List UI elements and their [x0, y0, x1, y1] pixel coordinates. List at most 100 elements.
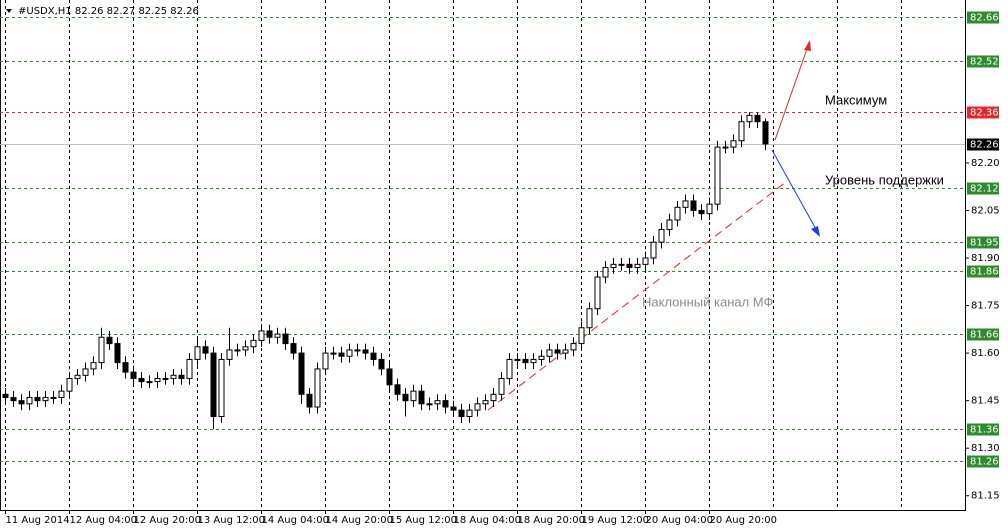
candle-body: [458, 409, 465, 417]
candle-body: [90, 362, 97, 370]
candle-body: [690, 200, 697, 211]
candle-body: [362, 349, 369, 354]
candle-body: [410, 390, 417, 402]
candle-body: [170, 374, 177, 379]
candle-body: [58, 390, 65, 398]
candle-body: [762, 121, 769, 145]
y-tick-label: 82.05: [971, 205, 1000, 216]
candle-body: [666, 219, 673, 230]
level-label: 82.66: [970, 13, 999, 24]
candle-body: [26, 396, 33, 405]
candle-body: [506, 358, 513, 379]
channel-line: [487, 181, 787, 411]
candle-body: [66, 377, 73, 392]
candle-body: [226, 349, 233, 360]
candle-body: [186, 358, 193, 379]
candle-body: [594, 276, 601, 310]
y-tick-label: 81.75: [971, 301, 1000, 312]
candle-body: [434, 400, 441, 405]
last-price-label: 82.26: [970, 140, 999, 151]
candle-body: [130, 371, 137, 379]
candle-body: [530, 358, 537, 364]
candle-body: [154, 377, 161, 383]
candle-body: [282, 333, 289, 345]
candle-body: [570, 343, 577, 351]
candle-body: [650, 241, 657, 259]
level-box: [967, 11, 999, 24]
candle-body: [250, 339, 257, 348]
candle-body: [722, 146, 729, 149]
channel-label: Наклонный канал МФ: [642, 294, 773, 309]
up-arrow: [774, 45, 809, 141]
level-box: [967, 455, 999, 468]
candle-body: [274, 333, 281, 338]
candle-body: [466, 409, 473, 417]
max-level-label: 82.36: [970, 108, 999, 119]
y-tick-label: 81.15: [971, 491, 1000, 502]
candle-body: [202, 346, 209, 354]
level-label: 81.36: [970, 425, 999, 436]
candle-body: [330, 352, 337, 355]
x-tick-label: 14 Aug 04:00: [262, 515, 329, 526]
down-arrow: [771, 149, 818, 232]
candle-body: [210, 352, 217, 417]
candle-body: [146, 381, 153, 384]
candle-body: [370, 352, 377, 360]
candle-body: [578, 327, 585, 345]
candle-body: [218, 358, 225, 417]
candle-body: [386, 368, 393, 386]
candle-body: [178, 374, 185, 379]
y-tick-label: 81.30: [971, 443, 1000, 454]
candle-body: [474, 403, 481, 411]
y-tick-label: 81.90: [971, 253, 1000, 264]
candle-body: [450, 406, 457, 411]
last-price-box: [967, 138, 999, 151]
candle-body: [298, 352, 305, 395]
candle-body: [34, 396, 41, 402]
candle-body: [266, 330, 273, 338]
candle-body: [554, 349, 561, 354]
candle-body: [610, 263, 617, 269]
candle-body: [290, 343, 297, 354]
symbol-header: #USDX,H1 82.26 82.27 82.25 82.26: [18, 6, 199, 17]
candle-body: [42, 396, 49, 402]
up-arrowhead: [804, 40, 811, 51]
max-level-box: [967, 106, 999, 119]
candle-body: [514, 358, 521, 361]
level-label: 81.86: [970, 267, 999, 278]
candle-body: [682, 200, 689, 208]
candle-body: [482, 400, 489, 405]
candle-body: [714, 146, 721, 205]
x-tick-label: 13 Aug 12:00: [198, 515, 265, 526]
candle-body: [242, 346, 249, 351]
candle-body: [394, 384, 401, 395]
candle-body: [234, 349, 241, 352]
x-tick-label: 12 Aug 20:00: [134, 515, 201, 526]
menu-arrow[interactable]: [6, 9, 12, 13]
candle-body: [626, 263, 633, 269]
support-label: Уровень поддержки: [825, 172, 944, 187]
candle-body: [746, 114, 753, 123]
candle-body: [730, 140, 737, 148]
candle-body: [74, 374, 81, 379]
candle-body: [634, 263, 641, 269]
candle-body: [378, 358, 385, 370]
x-tick-label: 18 Aug 04:00: [454, 515, 521, 526]
candle-body: [490, 393, 497, 402]
candle-body: [106, 336, 113, 345]
x-tick-label: 18 Aug 20:00: [518, 515, 585, 526]
candle-body: [522, 358, 529, 364]
candle-body: [498, 377, 505, 395]
candle-body: [18, 400, 25, 405]
candle-body: [122, 362, 129, 373]
candle-body: [442, 400, 449, 408]
candle-body: [338, 352, 345, 357]
y-tick-label: 82.20: [971, 158, 1000, 169]
candle-body: [322, 352, 329, 370]
y-tick-label: 81.60: [971, 348, 1000, 359]
candle-body: [418, 390, 425, 405]
candle-body: [258, 330, 265, 341]
candle-body: [586, 308, 593, 329]
